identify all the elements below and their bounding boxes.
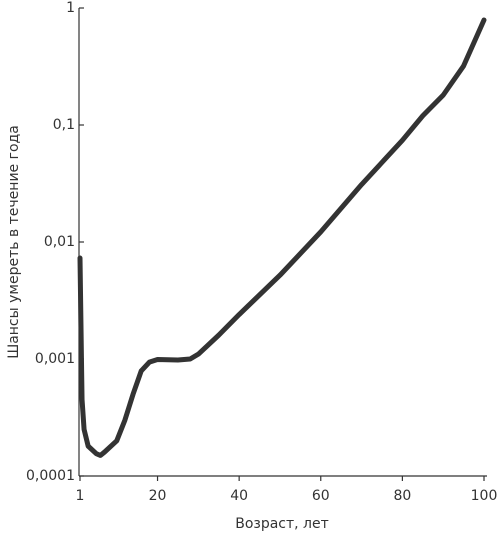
x-tick-label: 1 (76, 488, 85, 504)
x-tick-label: 60 (312, 488, 330, 504)
y-tick-label: 0,01 (44, 234, 75, 250)
x-tick-label: 100 (471, 488, 498, 504)
x-tick-label: 40 (230, 488, 248, 504)
x-tick-label: 80 (393, 488, 411, 504)
x-tick-label: 20 (149, 488, 167, 504)
y-tick-label: 0,0001 (26, 468, 75, 484)
y-axis-label: Шансы умереть в течение года (6, 125, 22, 359)
data-line (77, 17, 487, 458)
y-tick-label: 1 (66, 0, 75, 16)
y-tick-label: 0,1 (53, 117, 75, 133)
y-tick-label: 0,001 (35, 351, 75, 367)
x-axis-label: Возраст, лет (235, 516, 329, 532)
